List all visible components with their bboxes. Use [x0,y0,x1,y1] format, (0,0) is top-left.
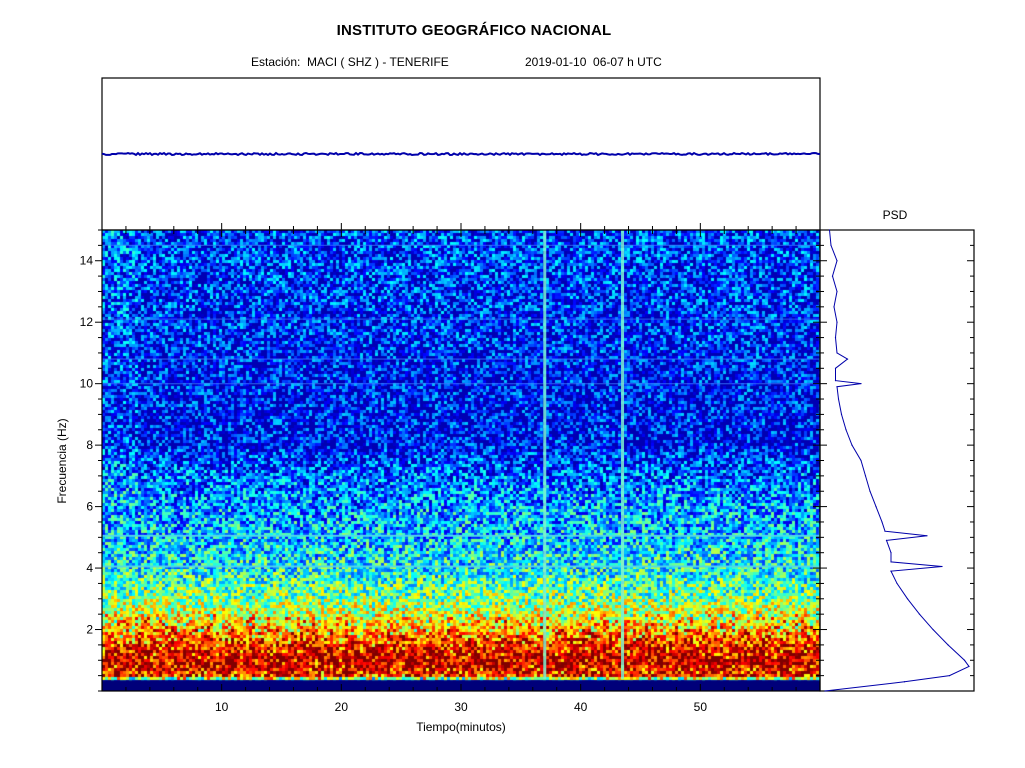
psd-point [884,530,886,532]
psd-point [932,628,934,631]
psd-point [968,665,970,668]
psd-point [918,613,921,615]
psd-point [824,690,826,692]
spectrogram-image [102,230,820,691]
psd-point [890,570,892,572]
psd-point [851,444,853,446]
psd-point [869,490,871,492]
psd-point [834,367,837,369]
psd-point [840,413,843,415]
psd-point [875,506,877,508]
x-tick-label: 20 [335,700,349,714]
psd-point [864,475,867,477]
psd-point [836,352,838,354]
psd-frame [819,229,975,692]
psd-point [885,539,888,542]
y-tick-label: 12 [80,315,94,329]
psd-point [948,675,951,677]
waveform-layer [101,151,821,157]
psd-point [845,429,847,431]
chart-title: INSTITUTO GEOGRÁFICO NACIONAL [336,22,612,39]
psd-point [846,358,849,360]
date-time-label: 2019-01-10 06-07 h UTC [525,55,662,69]
psd-point [963,659,966,661]
waveform-trace [101,151,821,157]
x-tick-label: 30 [454,700,468,714]
x-tick-label: 10 [215,700,229,714]
psd-point [836,290,838,293]
psd-curve [824,229,970,692]
x-axis-label: Tiempo(minutos) [416,720,506,734]
psd-point [836,260,838,262]
y-tick-label: 14 [80,254,94,268]
psd-point [890,552,892,554]
y-tick-label: 8 [86,438,93,452]
psd-point [834,336,837,339]
psd-point [833,306,835,308]
psd-point [830,244,832,246]
psd-point [831,275,834,277]
psd-point [837,398,840,400]
psd-point [836,386,838,388]
psd-point [903,681,906,683]
y-tick-label: 4 [86,561,93,575]
psd-point [828,229,831,231]
psd-point [836,321,838,323]
psd-point [890,561,892,563]
psd-point [926,535,928,537]
psd-layer [824,229,970,692]
psd-point [860,459,862,462]
y-tick-label: 2 [86,623,93,637]
x-tick-label: 50 [694,700,708,714]
axes-layer: 10 20 30 40 50 2 4 6 8 10 12 14 [80,223,974,714]
psd-point [860,383,862,385]
spectrogram-layer [102,230,820,691]
psd-point [881,521,883,523]
y-tick-label: 10 [80,377,94,391]
psd-point [896,582,898,585]
psd-title: PSD [882,208,908,222]
psd-point [906,598,909,600]
psd-point [834,379,837,382]
psd-point [941,565,943,568]
y-tick-label: 6 [86,500,93,514]
station-label: Estación: MACI ( SHZ ) - TENERIFE [251,55,449,69]
psd-point [947,644,949,646]
x-tick-label: 40 [574,700,588,714]
